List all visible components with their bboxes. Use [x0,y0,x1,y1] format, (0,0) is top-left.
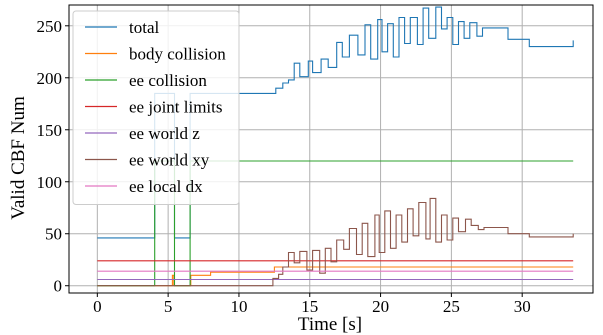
legend-label-ee-world-xy: ee world xy [129,151,210,170]
x-tick-label: 20 [372,297,389,316]
legend-label-ee-joint-limits: ee joint limits [129,98,223,117]
x-tick-label: 15 [301,297,318,316]
y-tick-label: 50 [45,225,62,244]
y-tick-label: 0 [54,277,63,296]
x-axis: 0 5 10 15 20 25 30 [93,293,531,316]
legend-label-ee-world-z: ee world z [129,124,200,143]
legend-label-body-collision: body collision [129,45,226,64]
y-tick-label: 250 [37,17,63,36]
legend: total body collision ee collision ee joint … [72,10,240,205]
x-tick-label: 10 [230,297,247,316]
y-tick-label: 200 [37,69,63,88]
plot-frame [68,4,594,294]
legend-box [72,10,240,205]
legend-label-total: total [129,18,159,37]
x-axis-title: Time [s] [298,314,362,335]
series-line-ee-world-xy [97,197,574,287]
series-line-body-collision [97,266,574,287]
x-tick-label: 30 [514,297,531,316]
legend-label-ee-collision: ee collision [129,71,207,90]
y-tick-label: 100 [37,173,63,192]
series-line-total [97,6,574,239]
x-tick-label: 0 [93,297,102,316]
legend-label-ee-local-dx: ee local dx [129,177,203,196]
y-axis-title: Valid CBF Num [8,96,29,220]
y-axis: 0 50 100 150 200 250 [37,17,69,296]
x-tick-label: 5 [164,297,173,316]
x-tick-label: 25 [443,297,460,316]
y-tick-label: 150 [37,121,63,140]
